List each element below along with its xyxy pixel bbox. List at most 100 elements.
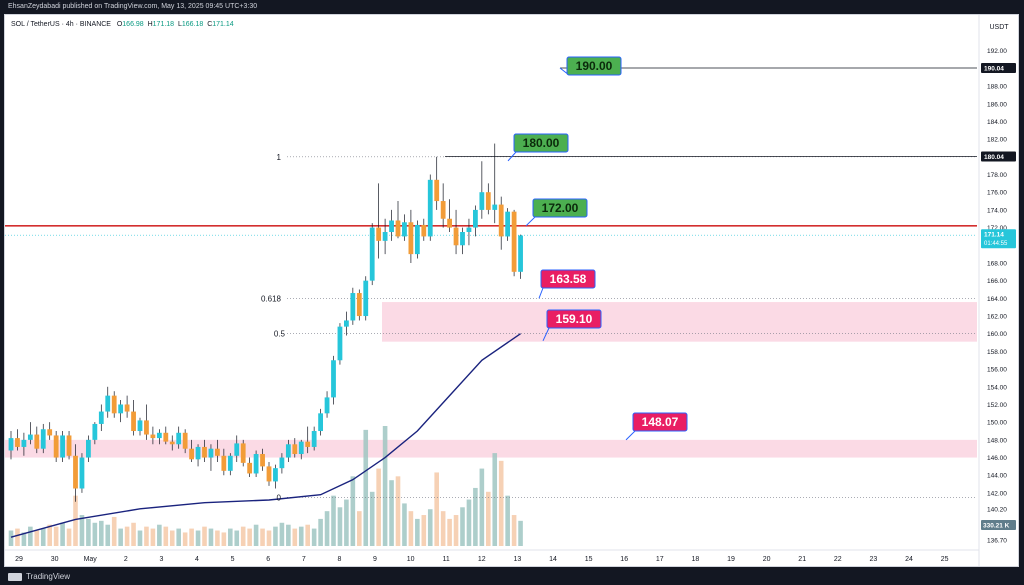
candle[interactable]: [285, 439, 291, 462]
candle[interactable]: [34, 426, 40, 454]
candle[interactable]: [485, 183, 491, 215]
time-tick: 23: [870, 556, 878, 563]
symbol-name[interactable]: SOL / TetherUS · 4h · BINANCE: [11, 21, 111, 28]
candle[interactable]: [60, 431, 65, 462]
candle[interactable]: [292, 438, 298, 458]
target-label[interactable]: 163.58: [538, 269, 596, 299]
candle[interactable]: [395, 201, 401, 239]
candle[interactable]: [215, 439, 220, 462]
candle[interactable]: [266, 461, 272, 486]
candle[interactable]: [169, 435, 175, 451]
candle[interactable]: [202, 439, 207, 462]
target-label[interactable]: 190.00: [559, 56, 622, 76]
candle[interactable]: [447, 199, 452, 233]
target-label[interactable]: 148.07: [625, 412, 688, 441]
candle[interactable]: [356, 289, 362, 321]
candle[interactable]: [163, 426, 169, 445]
candle-body: [137, 420, 143, 432]
open-value: 166.98: [122, 21, 144, 28]
candle[interactable]: [40, 423, 46, 454]
candle[interactable]: [15, 429, 20, 451]
candle[interactable]: [389, 209, 394, 241]
candle[interactable]: [53, 431, 59, 462]
candle[interactable]: [376, 183, 382, 259]
candle[interactable]: [47, 422, 53, 440]
candle[interactable]: [363, 276, 369, 321]
candle[interactable]: [498, 196, 504, 250]
target-label[interactable]: 172.00: [525, 198, 588, 227]
candle[interactable]: [518, 234, 523, 279]
target-label[interactable]: 180.00: [507, 133, 569, 162]
candle[interactable]: [156, 429, 162, 445]
candle[interactable]: [73, 444, 78, 502]
candle[interactable]: [27, 422, 33, 445]
candle[interactable]: [298, 439, 304, 460]
candle[interactable]: [440, 183, 446, 228]
volume-bar: [208, 528, 214, 546]
candle[interactable]: [253, 450, 259, 478]
candle[interactable]: [247, 457, 253, 478]
candle[interactable]: [479, 161, 485, 219]
candle[interactable]: [144, 404, 149, 440]
candle[interactable]: [460, 227, 465, 255]
candle[interactable]: [208, 444, 214, 471]
candle[interactable]: [137, 417, 143, 436]
candle-body: [466, 227, 472, 233]
time-tick: 13: [514, 556, 522, 563]
candle[interactable]: [350, 287, 356, 325]
candle[interactable]: [182, 429, 188, 454]
candle[interactable]: [8, 431, 14, 460]
candle[interactable]: [466, 218, 472, 246]
candle[interactable]: [402, 214, 407, 241]
candle[interactable]: [318, 408, 323, 436]
candle[interactable]: [408, 209, 414, 263]
candle[interactable]: [511, 209, 517, 277]
candle[interactable]: [131, 400, 136, 436]
candle[interactable]: [111, 391, 117, 418]
candle[interactable]: [369, 223, 375, 286]
candle[interactable]: [240, 439, 246, 467]
candle[interactable]: [105, 386, 111, 418]
candle[interactable]: [189, 439, 194, 462]
candle[interactable]: [176, 426, 182, 449]
candle[interactable]: [195, 444, 201, 467]
candle[interactable]: [86, 435, 91, 462]
candle-body: [73, 455, 78, 489]
candle[interactable]: [98, 404, 104, 432]
candle[interactable]: [118, 400, 124, 423]
candle[interactable]: [382, 218, 388, 255]
candle[interactable]: [421, 218, 427, 241]
target-label[interactable]: 159.10: [542, 309, 602, 342]
candle[interactable]: [344, 311, 349, 336]
candle[interactable]: [221, 448, 227, 476]
chart-panel[interactable]: SOL / TetherUS · 4h · BINANCE O166.98 H1…: [4, 14, 1019, 567]
candle[interactable]: [92, 422, 98, 445]
price-chart[interactable]: 1 0.618 0.5 0 190.00 180.00 172.00 163.58 159.1…: [5, 15, 1018, 566]
candle[interactable]: [492, 143, 498, 224]
candle[interactable]: [234, 435, 240, 462]
candle[interactable]: [279, 453, 285, 474]
candle[interactable]: [505, 208, 511, 241]
candle[interactable]: [473, 205, 478, 237]
candle[interactable]: [337, 323, 343, 365]
candle-body: [34, 434, 40, 449]
candle[interactable]: [124, 395, 130, 418]
candle[interactable]: [331, 355, 336, 405]
candle[interactable]: [66, 431, 72, 460]
candle[interactable]: [434, 156, 440, 210]
candle[interactable]: [260, 448, 265, 471]
candle[interactable]: [21, 432, 27, 456]
candle[interactable]: [227, 453, 233, 476]
candle[interactable]: [324, 391, 330, 418]
candle[interactable]: [150, 426, 156, 445]
candle[interactable]: [311, 426, 317, 451]
candle[interactable]: [79, 453, 85, 493]
candle[interactable]: [305, 426, 311, 454]
candle-body: [86, 439, 91, 458]
candle[interactable]: [273, 464, 278, 489]
volume-bar: [215, 530, 220, 546]
candle-body: [479, 192, 485, 210]
candle[interactable]: [414, 220, 420, 259]
candle[interactable]: [427, 174, 433, 241]
candle[interactable]: [453, 209, 459, 255]
